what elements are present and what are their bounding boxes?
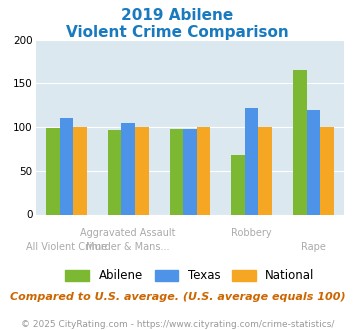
Bar <box>73 127 87 214</box>
Text: Compared to U.S. average. (U.S. average equals 100): Compared to U.S. average. (U.S. average … <box>10 292 345 302</box>
Legend: Abilene, Texas, National: Abilene, Texas, National <box>65 269 315 282</box>
Text: Murder & Mans...: Murder & Mans... <box>86 242 170 252</box>
Bar <box>293 70 307 214</box>
Bar <box>121 123 135 214</box>
Bar <box>170 129 183 214</box>
Text: Rape: Rape <box>301 242 326 252</box>
Bar <box>46 128 60 214</box>
Bar <box>258 127 272 214</box>
Bar <box>307 110 320 214</box>
Bar <box>108 130 121 214</box>
Text: Robbery: Robbery <box>231 228 272 238</box>
Bar <box>60 118 73 214</box>
Bar <box>197 127 210 214</box>
Bar <box>183 129 197 214</box>
Bar <box>245 108 258 214</box>
Text: 2019 Abilene: 2019 Abilene <box>121 8 234 23</box>
Text: Aggravated Assault: Aggravated Assault <box>80 228 176 238</box>
Text: © 2025 CityRating.com - https://www.cityrating.com/crime-statistics/: © 2025 CityRating.com - https://www.city… <box>21 320 334 329</box>
Text: All Violent Crime: All Violent Crime <box>26 242 107 252</box>
Text: Violent Crime Comparison: Violent Crime Comparison <box>66 25 289 40</box>
Bar <box>320 127 334 214</box>
Bar <box>231 155 245 214</box>
Bar <box>135 127 148 214</box>
